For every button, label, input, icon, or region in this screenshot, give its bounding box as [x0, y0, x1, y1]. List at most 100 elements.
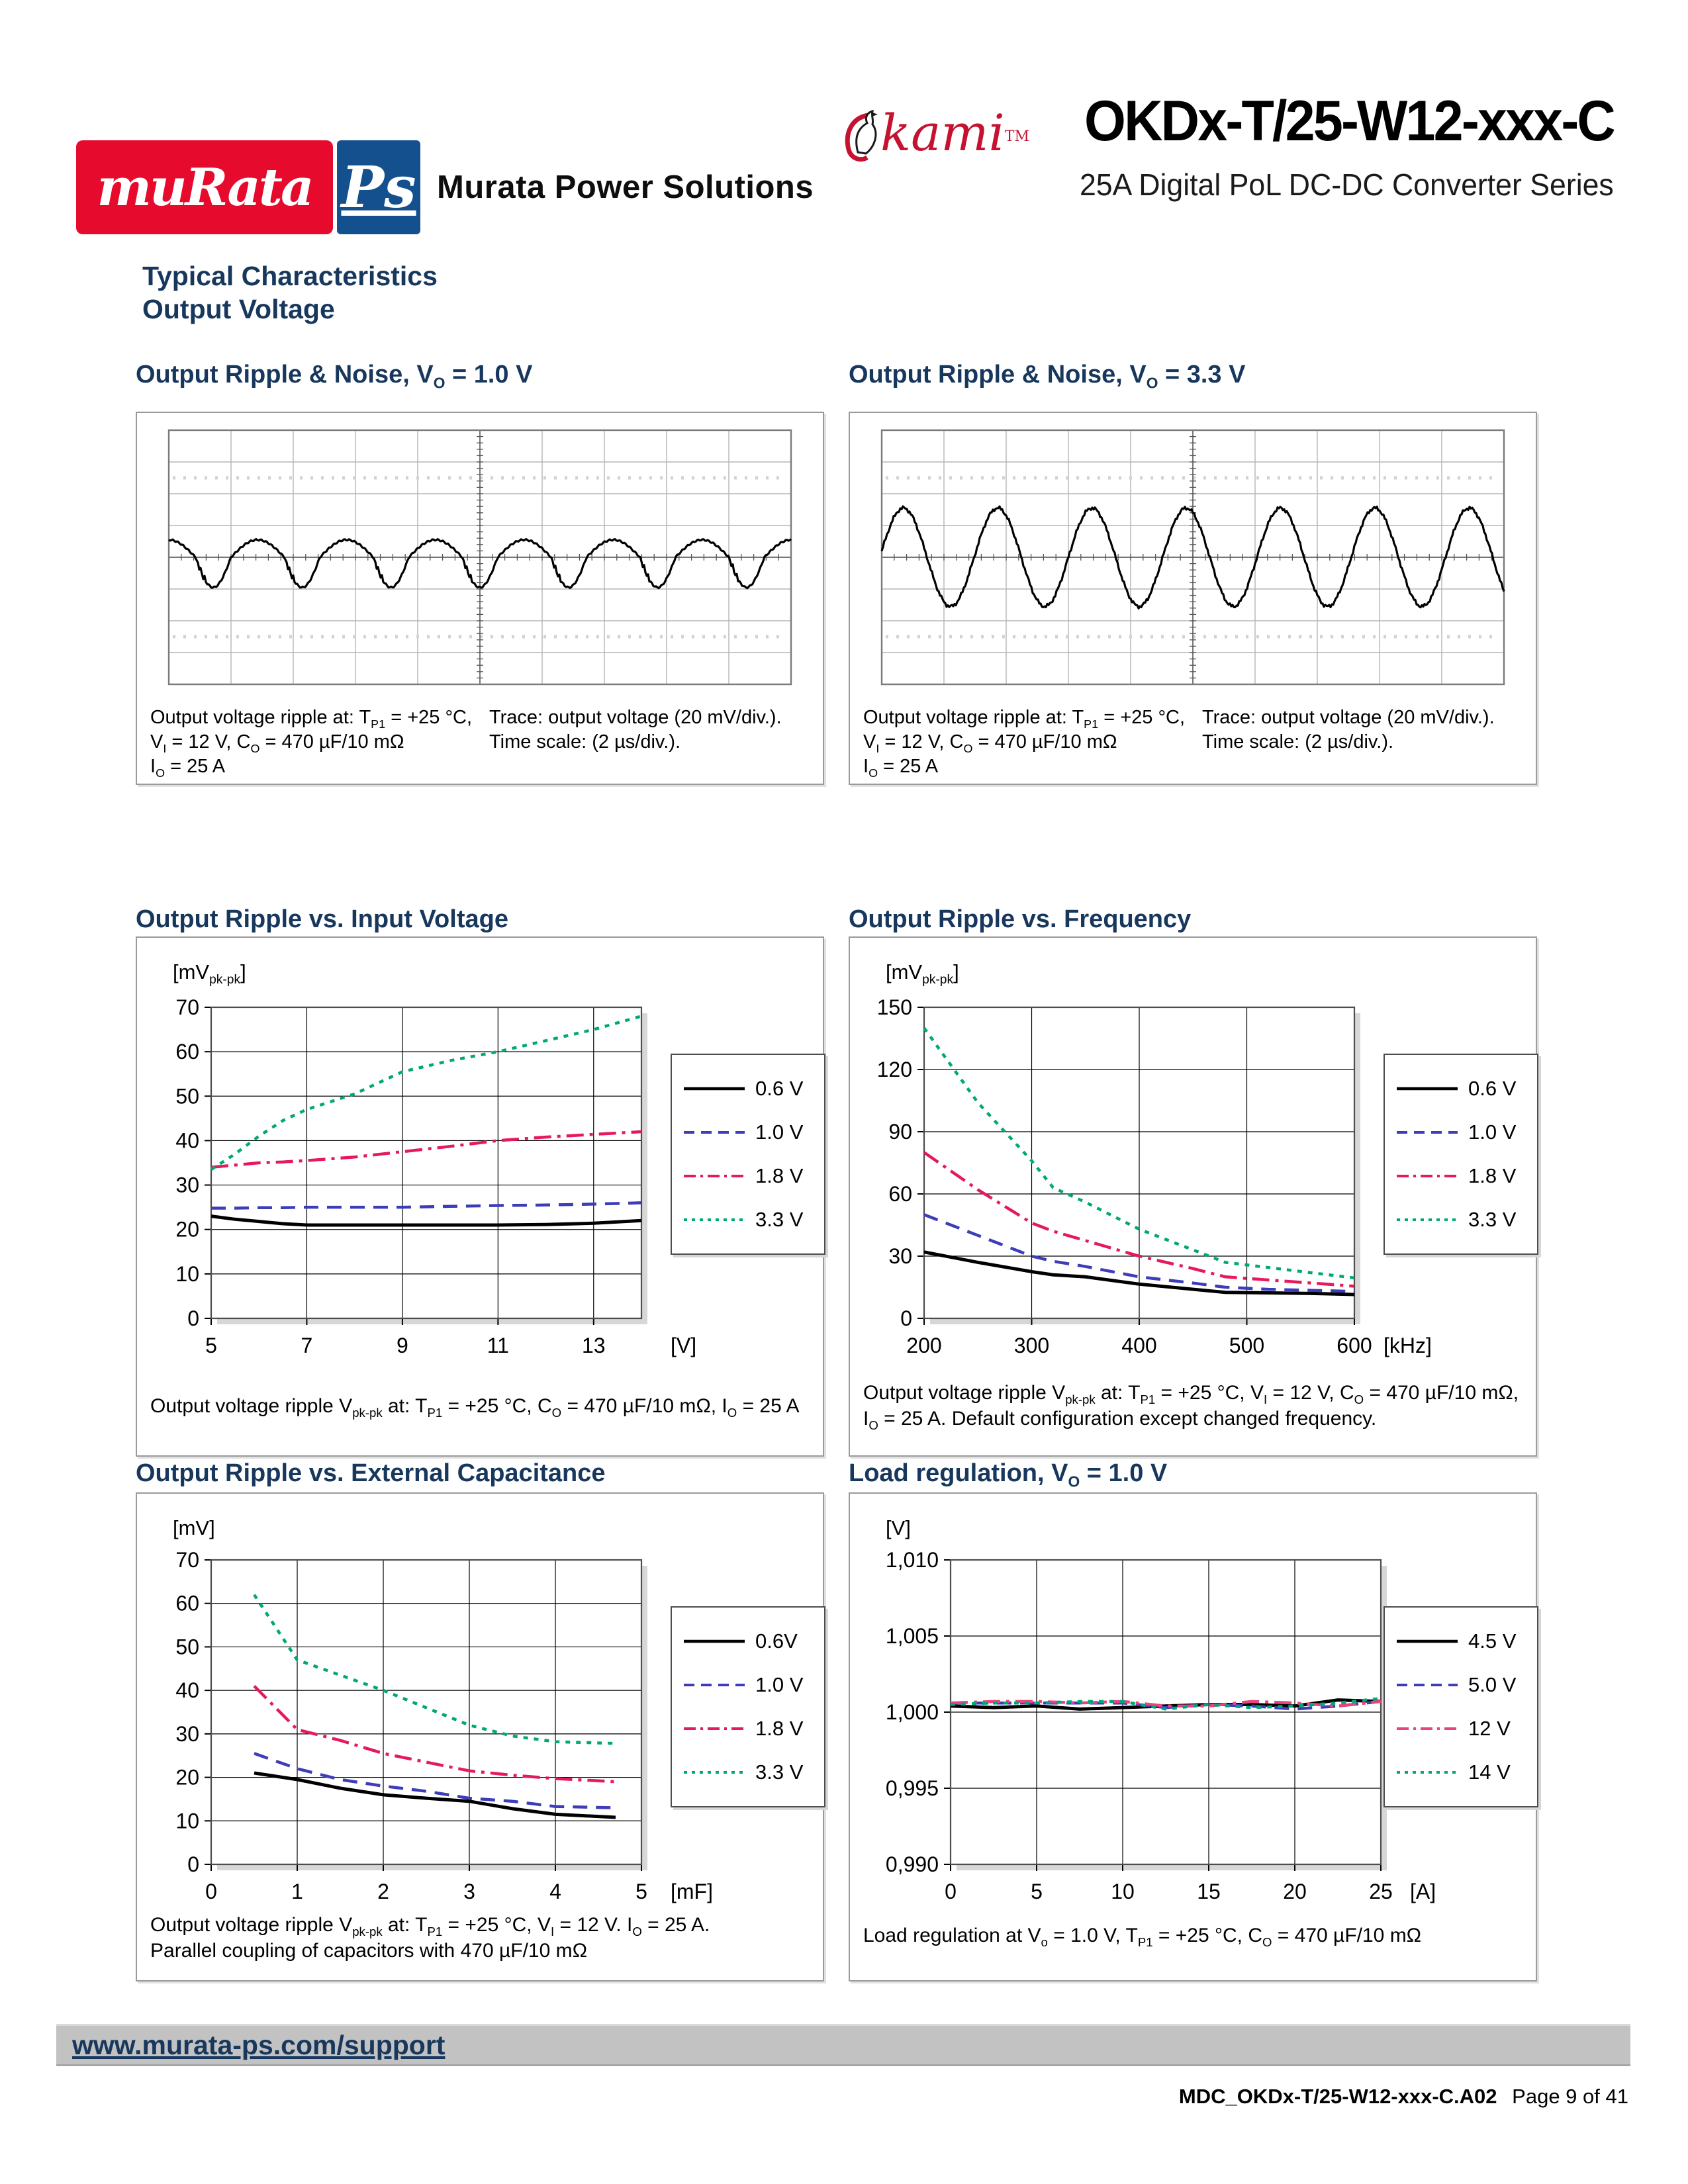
svg-text:0: 0: [900, 1306, 912, 1330]
svg-text:3: 3: [463, 1880, 475, 1903]
legend-line-sample: [684, 1771, 745, 1774]
okami-logo-text: kami: [880, 103, 1005, 162]
line-chart: 0,990 0,995 1,000 1,005 1,010 0 5 10 15 20 25 [A] [V…: [850, 1494, 1538, 1980]
caption-line: Output voltage ripple at: TP1 = +25 °C,: [863, 707, 1186, 731]
line-chart: 0 10 20 30 40 50 60 70 5 7 9 11 13 [V] [mVpk-pk] 0.6 V 1…: [137, 938, 825, 1455]
panel-ripple-vs-frequency: Output Ripple vs. Frequency 0 30 60 90 120 15…: [849, 905, 1538, 1457]
legend-item: 1.8 V: [682, 1154, 824, 1198]
murata-logo: muRata: [76, 140, 333, 234]
legend-line-sample: [1397, 1727, 1458, 1730]
caption-line: Output voltage ripple Vpk-pk at: TP1 = +…: [150, 1914, 710, 1938]
document-id: MDC_OKDx-T/25-W12-xxx-C.A02: [1178, 2085, 1497, 2108]
section-heading: Typical Characteristics Output Voltage: [142, 259, 438, 326]
scope-frame: Output voltage ripple at: TP1 = +25 °C, …: [849, 412, 1537, 785]
x-axis-unit: [mF]: [671, 1880, 713, 1903]
panel-ripple-noise-3v3: Output Ripple & Noise, VO = 3.3 V Output…: [849, 361, 1537, 785]
scope-caption: Output voltage ripple at: TP1 = +25 °C, …: [150, 705, 816, 779]
svg-text:400: 400: [1121, 1334, 1156, 1357]
chart-legend: 4.5 V 5.0 V 12 V 14 V: [1383, 1606, 1538, 1807]
footer-bar: www.murata-ps.com/support: [56, 2024, 1630, 2066]
chart-frame: 0 10 20 30 40 50 60 70 0 1 2 3 4 5 [mF] [mV] 0.6V 1.0 V 1.…: [136, 1492, 825, 1981]
legend-label: 1.8 V: [1468, 1164, 1517, 1187]
svg-text:1,010: 1,010: [886, 1548, 939, 1572]
svg-text:5: 5: [635, 1880, 647, 1903]
legend-item: 0.6 V: [1395, 1067, 1537, 1111]
legend-item: 4.5 V: [1395, 1619, 1537, 1663]
svg-text:30: 30: [888, 1244, 912, 1268]
legend-label: 5.0 V: [1468, 1673, 1517, 1696]
legend-line-sample: [1397, 1087, 1458, 1091]
support-link[interactable]: www.murata-ps.com/support: [72, 2029, 445, 2060]
svg-text:40: 40: [175, 1678, 199, 1702]
svg-text:30: 30: [175, 1173, 199, 1197]
legend-item: 0.6V: [682, 1619, 824, 1663]
svg-text:2: 2: [377, 1880, 389, 1903]
svg-text:150: 150: [877, 995, 912, 1019]
svg-text:0: 0: [945, 1880, 957, 1903]
svg-text:1,005: 1,005: [886, 1624, 939, 1648]
legend-item: 1.8 V: [682, 1707, 824, 1751]
legend-label: 3.3 V: [1468, 1208, 1517, 1231]
y-axis-unit: [mV]: [173, 1516, 215, 1539]
y-axis-unit: [mVpk-pk]: [886, 960, 959, 987]
svg-text:11: 11: [487, 1334, 509, 1357]
svg-text:90: 90: [888, 1120, 912, 1144]
svg-text:9: 9: [397, 1334, 408, 1357]
svg-text:500: 500: [1229, 1334, 1264, 1357]
legend-item: 3.3 V: [682, 1751, 824, 1794]
legend-item: 0.6 V: [682, 1067, 824, 1111]
legend-item: 14 V: [1395, 1751, 1537, 1794]
svg-text:60: 60: [888, 1182, 912, 1206]
scope-plot: [880, 429, 1505, 686]
legend-label: 14 V: [1468, 1760, 1511, 1784]
svg-text:20: 20: [1283, 1880, 1307, 1903]
legend-label: 1.0 V: [755, 1673, 804, 1696]
svg-text:20: 20: [175, 1766, 199, 1790]
line-chart: 0 30 60 90 120 150 200 300 400 500 600 [kHz] [mVpk-p…: [850, 938, 1538, 1455]
legend-label: 3.3 V: [755, 1208, 804, 1231]
chart-caption: Output voltage ripple Vpk-pk at: TP1 = +…: [863, 1380, 1525, 1432]
chart-legend: 0.6V 1.0 V 1.8 V 3.3 V: [671, 1606, 825, 1807]
caption-line: Time scale: (2 µs/div.).: [1202, 731, 1394, 752]
svg-text:7: 7: [301, 1334, 313, 1357]
chart-caption: Output voltage ripple Vpk-pk at: TP1 = +…: [150, 1393, 812, 1419]
legend-line-sample: [684, 1639, 745, 1643]
legend-line-sample: [1397, 1131, 1458, 1134]
legend-line-sample: [1397, 1639, 1458, 1643]
svg-text:60: 60: [175, 1592, 199, 1615]
chart-frame: 0 30 60 90 120 150 200 300 400 500 600 [kHz] [mVpk-p…: [849, 936, 1538, 1457]
svg-text:20: 20: [175, 1218, 199, 1242]
chart-plot: 0 10 20 30 40 50 60 70 5 7 9 11 13 [V]: [175, 995, 696, 1357]
legend-label: 4.5 V: [1468, 1629, 1517, 1653]
svg-text:300: 300: [1014, 1334, 1049, 1357]
legend-line-sample: [1397, 1175, 1458, 1177]
legend-label: 1.0 V: [1468, 1120, 1517, 1144]
legend-label: 1.8 V: [755, 1164, 804, 1187]
caption-line: Output voltage ripple Vpk-pk at: TP1 = +…: [863, 1382, 1519, 1406]
legend-item: 1.8 V: [1395, 1154, 1537, 1198]
caption-line: Output voltage ripple at: TP1 = +25 °C,: [150, 707, 473, 731]
murata-logo-text: muRata: [97, 157, 314, 218]
caption-line: IO = 25 A. Default configuration except …: [863, 1408, 1377, 1432]
caption-line: Trace: output voltage (20 mV/div.).: [489, 707, 782, 728]
legend-line-sample: [684, 1218, 745, 1221]
svg-text:10: 10: [1111, 1880, 1135, 1903]
oscilloscope-display: [850, 413, 1536, 698]
oscilloscope-display: [137, 413, 823, 698]
legend-item: 1.0 V: [682, 1663, 824, 1707]
chart-title: Output Ripple & Noise, VO = 3.3 V: [849, 361, 1246, 392]
okami-bird-icon: [845, 109, 878, 162]
svg-text:50: 50: [175, 1084, 199, 1108]
y-axis-unit: [mVpk-pk]: [173, 960, 246, 987]
chart-title: Output Ripple & Noise, VO = 1.0 V: [136, 361, 533, 392]
scope-caption: Output voltage ripple at: TP1 = +25 °C, …: [863, 705, 1529, 779]
legend-item: 1.0 V: [1395, 1111, 1537, 1154]
chart-title: Output Ripple vs. Input Voltage: [136, 905, 508, 933]
caption-line: Time scale: (2 µs/div.).: [489, 731, 681, 752]
svg-text:0: 0: [205, 1880, 217, 1903]
ps-logo-text: Ps: [341, 154, 416, 221]
svg-text:25: 25: [1369, 1880, 1393, 1903]
legend-label: 0.6 V: [1468, 1077, 1517, 1100]
svg-text:200: 200: [906, 1334, 941, 1357]
chart-title: Output Ripple vs. Frequency: [849, 905, 1192, 933]
